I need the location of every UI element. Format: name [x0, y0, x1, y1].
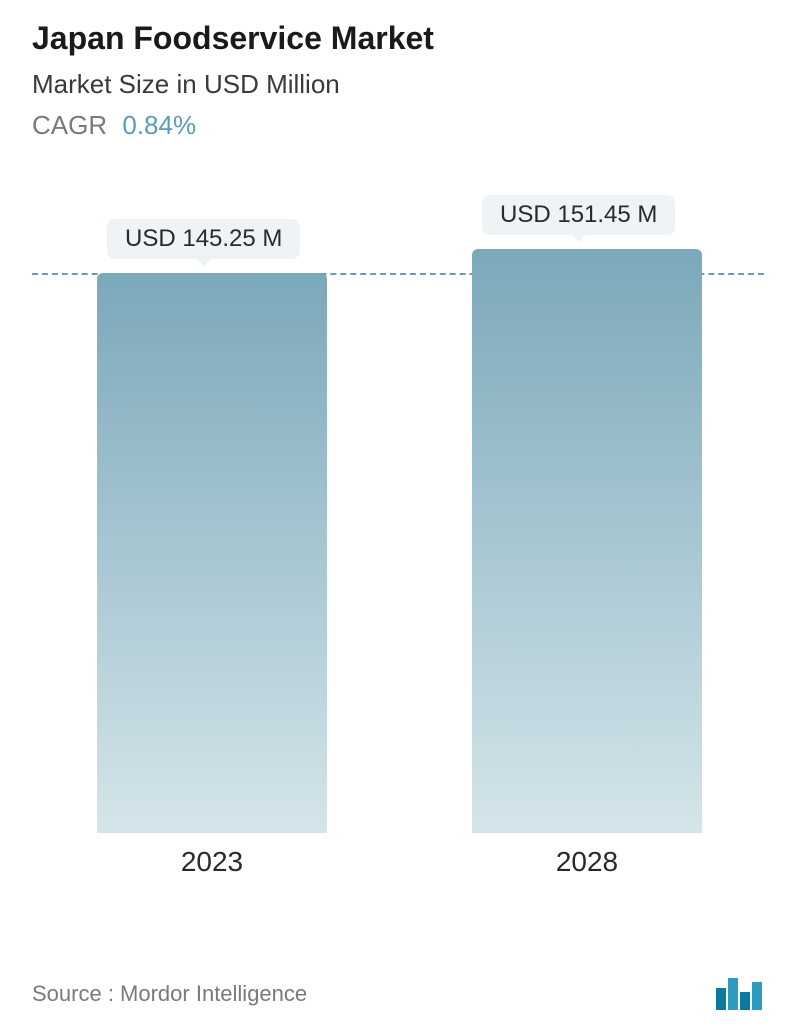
x-axis-label: 2023	[97, 846, 327, 878]
chart-subtitle: Market Size in USD Million	[32, 69, 764, 100]
x-axis-label: 2028	[472, 846, 702, 878]
cagr-row: CAGR 0.84%	[32, 110, 764, 141]
bar-value-label: USD 151.45 M	[482, 195, 675, 235]
chart-title: Japan Foodservice Market	[32, 20, 764, 57]
footer: Source : Mordor Intelligence	[32, 978, 764, 1010]
brand-logo-icon	[716, 978, 764, 1010]
bar	[97, 273, 327, 833]
chart-container: Japan Foodservice Market Market Size in …	[0, 0, 796, 1034]
cagr-value: 0.84%	[122, 110, 196, 140]
bar	[472, 249, 702, 833]
source-text: Source : Mordor Intelligence	[32, 981, 307, 1007]
chart-area: USD 145.25 M 2023 USD 151.45 M 2028	[32, 181, 764, 881]
cagr-label: CAGR	[32, 110, 107, 140]
bar-value-label: USD 145.25 M	[107, 219, 300, 259]
